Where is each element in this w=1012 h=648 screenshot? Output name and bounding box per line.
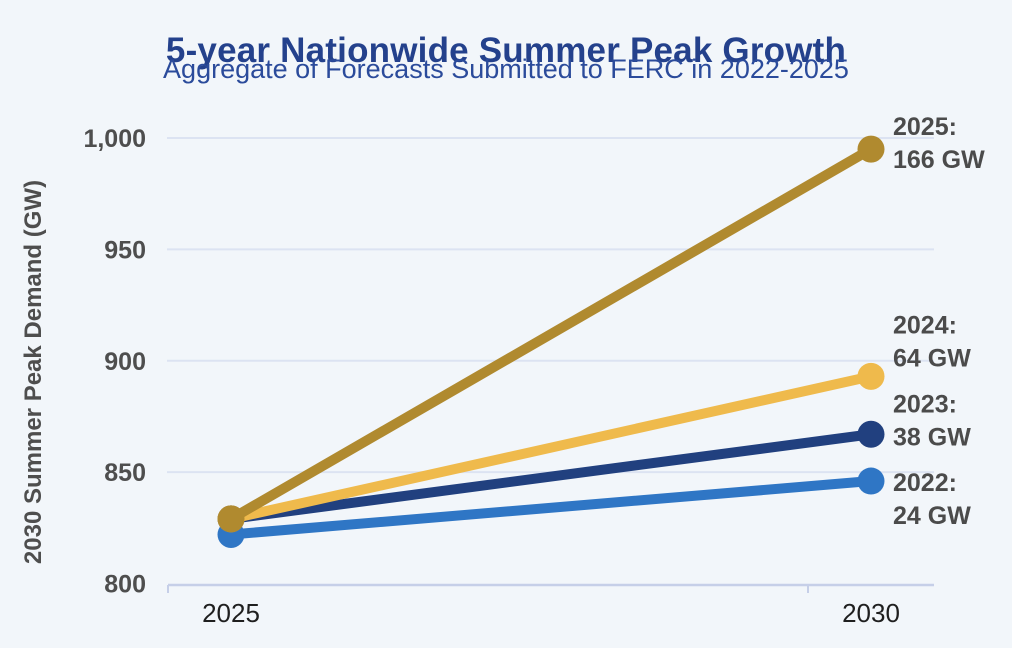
chart-subtitle: Aggregate of Forecasts Submitted to FERC… — [163, 54, 849, 84]
y-tick-label-850: 850 — [104, 459, 146, 487]
annotation-text-line2: 38 GW — [893, 423, 971, 451]
data-point-2022-end — [857, 467, 885, 495]
series-line-2022 — [226, 476, 876, 540]
annotation-text-line1: 2025: — [893, 113, 957, 141]
x-tick-label-2025: 2025 — [202, 598, 260, 628]
y-tick-label-950: 950 — [104, 236, 146, 264]
data-point-2023-end — [857, 420, 885, 448]
annotation-text-line1: 2023: — [893, 390, 957, 418]
annotation-2022: 2022: 24 GW — [893, 469, 971, 530]
series-line-2025 — [226, 144, 876, 524]
annotation-2023: 2023: 38 GW — [893, 390, 971, 451]
annotation-text-line2: 24 GW — [893, 502, 971, 530]
data-point-2024-end — [857, 362, 885, 390]
chart-title: 5-year Nationwide Summer Peak Growth — [165, 31, 847, 71]
data-point-2025-start — [217, 505, 245, 533]
annotation-text-line1: 2024: — [893, 311, 957, 339]
annotation-text-line1: 2022: — [893, 469, 957, 497]
series-line-2023 — [226, 429, 876, 524]
y-tick-label-1000: 1,000 — [83, 125, 146, 153]
series-line-2024 — [226, 371, 876, 524]
annotation-text-line2: 64 GW — [893, 344, 971, 372]
y-tick-label-900: 900 — [104, 348, 146, 376]
y-tick-label-800: 800 — [104, 571, 146, 599]
annotation-2024: 2024: 64 GW — [893, 311, 971, 372]
x-tick-label-2030: 2030 — [842, 598, 900, 628]
annotation-2025: 2025: 166 GW — [893, 113, 985, 174]
data-point-2025-end — [857, 135, 885, 163]
annotation-text-line2: 166 GW — [893, 146, 985, 174]
